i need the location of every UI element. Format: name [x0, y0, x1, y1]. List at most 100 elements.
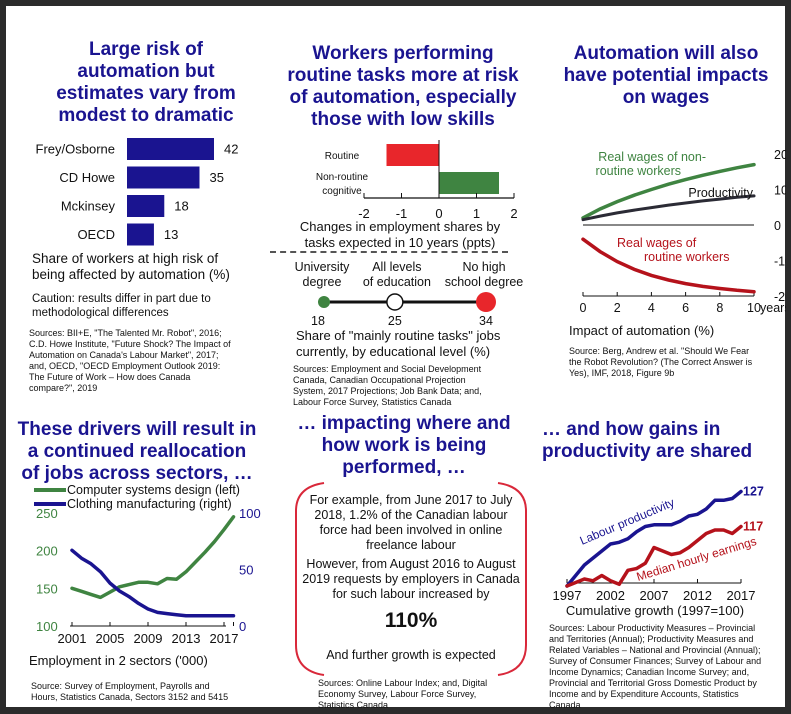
x-tick-label: -1: [396, 206, 408, 221]
education-point: [476, 292, 496, 312]
source-line: Canada: [549, 700, 581, 710]
gains-caption: Cumulative growth (1997=100): [565, 603, 745, 618]
sectors-title-line: a continued reallocation: [27, 441, 247, 462]
routine-caption-line: Changes in employment shares by: [299, 219, 501, 234]
wages-sources: Source: Berg, Andrew et al. "Should We F…: [569, 346, 789, 379]
x-tick-label: 6: [682, 301, 689, 315]
source-line: Hours, Statistics Canada, Sectors 3152 a…: [31, 692, 229, 702]
source-line: and Territories (Annual); Productivity M…: [549, 634, 754, 644]
y-right-tick-label: 100: [239, 506, 261, 521]
source-line: Labour Force Survey, Statistics Canada: [293, 397, 452, 407]
x-tick-label: 2009: [134, 631, 163, 646]
risk-bar-chart: Frey/Osborne 42 CD Howe 35 Mckinsey 18 OECD 13: [36, 138, 238, 246]
education-point: [318, 296, 330, 308]
y-tick-label: 10: [774, 184, 786, 198]
work-title-line: how work is being: [321, 435, 487, 456]
work-paragraph-2: However, from August 2016 to August 2019…: [296, 557, 526, 602]
x-tick-label: 2001: [58, 631, 87, 646]
dashed-divider: [270, 251, 508, 253]
series-end-label: 127: [743, 485, 764, 499]
gains-title: … and how gains in productivity are shar…: [542, 419, 782, 463]
y-left-tick-label: 100: [36, 619, 58, 634]
wages-title: Automation will also have potential impa…: [546, 43, 786, 109]
risk-caution-line: Caution: results differ in part due to: [32, 293, 211, 305]
education-caption-line: Share of "mainly routine tasks" jobs: [296, 328, 501, 343]
x-tick-label: 2007: [640, 588, 669, 602]
work-line: For example, from June 2017 to July: [309, 493, 513, 507]
education-caption-line: currently, by educational level (%): [296, 344, 491, 359]
y-left-tick-label: 200: [36, 544, 58, 559]
series-end-label: 117: [743, 520, 763, 534]
education-category-label: of education: [363, 275, 431, 289]
source-line: System, 2017 Projections; Job Bank Data;…: [293, 386, 482, 396]
source-line: C.D. Howe Institute, "Future Shock? The …: [29, 339, 231, 349]
sectors-title-line: of jobs across sectors, …: [21, 463, 253, 484]
work-line: 2018, 1.2% of the Canadian labour: [314, 508, 508, 522]
x-tick-label: 2013: [172, 631, 201, 646]
education-value-label: 18: [311, 314, 325, 327]
risk-caption-line: being affected by automation (%): [32, 267, 230, 282]
risk-caption: Share of workers at high risk of being a…: [32, 251, 272, 283]
x-tick-label: 2: [614, 301, 621, 315]
education-category-label: No high: [462, 260, 505, 274]
risk-title-line: automation but: [77, 61, 215, 82]
y-tick-label: 0: [774, 219, 781, 233]
source-line: Income and by Expenditure Accounts, Stat…: [549, 689, 739, 699]
work-line: 2019 requests by employers in Canada: [302, 572, 520, 586]
risk-caption-line: Share of workers at high risk of: [32, 251, 219, 266]
bar-value-label: 35: [210, 170, 224, 185]
source-line: Sources: Online Labour Index; and, Digit…: [318, 678, 488, 688]
work-paragraph-3: And further growth is expected: [326, 648, 496, 662]
source-line: Source: Berg, Andrew et al. "Should We F…: [569, 346, 750, 356]
bar: [127, 223, 154, 246]
routine-title-line: Workers performing: [312, 43, 494, 64]
gains-title-line: productivity are shared: [542, 441, 753, 462]
work-sources: Sources: Online Labour Index; and, Digit…: [318, 678, 538, 711]
bar-category-label: OECD: [77, 227, 115, 242]
wages-title-line: on wages: [622, 87, 710, 108]
risk-caution-line: methodological differences: [32, 307, 169, 319]
source-line: The Future of Work – How does Canada: [29, 372, 191, 382]
education-caption: Share of "mainly routine tasks" jobs cur…: [296, 328, 536, 360]
legend-label: Clothing manufacturing (right): [67, 497, 232, 511]
bar: [386, 144, 439, 166]
source-line: Yes), IMF, 2018, Figure 9b: [569, 368, 675, 378]
big-stat: 110%: [384, 609, 438, 632]
source-line: Statistics Canada: [318, 700, 389, 710]
series-label: Real wages of non-: [598, 150, 706, 164]
bar: [439, 172, 499, 194]
series-label: Real wages of: [617, 236, 697, 250]
work-bracket-frame: [295, 482, 527, 676]
education-category-label: University: [295, 260, 351, 274]
x-tick-label: 2: [510, 206, 517, 221]
education-category-label: school degree: [445, 275, 524, 289]
sectors-sources: Source: Survey of Employment, Payrolls a…: [31, 681, 271, 703]
series-line: [581, 194, 756, 222]
risk-caution: Caution: results differ in part due to m…: [32, 292, 272, 320]
series-label: routine workers: [596, 164, 681, 178]
x-tick-label: 2005: [96, 631, 125, 646]
source-line: Sources: Employment and Social Developme…: [293, 364, 482, 374]
x-tick-label: 1: [473, 206, 480, 221]
education-value-label: 25: [388, 314, 402, 327]
x-tick-label: 2012: [683, 588, 712, 602]
risk-title-line: estimates vary from: [56, 83, 236, 104]
work-title-line: performed, …: [342, 457, 466, 478]
routine-title-line: routine tasks more at risk: [287, 65, 519, 86]
bar-category-label: Non-routine: [316, 172, 369, 183]
y-left-tick-label: 250: [36, 506, 58, 521]
education-value-label: 34: [479, 314, 493, 327]
series-label: Productivity: [688, 186, 753, 200]
gains-sources: Sources: Labour Productivity Measures – …: [549, 623, 785, 711]
y-right-tick-label: 50: [239, 563, 253, 578]
legend-label: Computer systems design (left): [67, 483, 240, 497]
bar: [127, 166, 200, 189]
series-line: [581, 237, 756, 294]
bar-category-label: Routine: [325, 151, 360, 162]
source-line: Economy Survey, Labour Force Survey,: [318, 689, 477, 699]
right-bracket: [497, 482, 527, 676]
x-tick-label: 8: [716, 301, 723, 315]
work-line: for such labour increased by: [332, 587, 490, 601]
